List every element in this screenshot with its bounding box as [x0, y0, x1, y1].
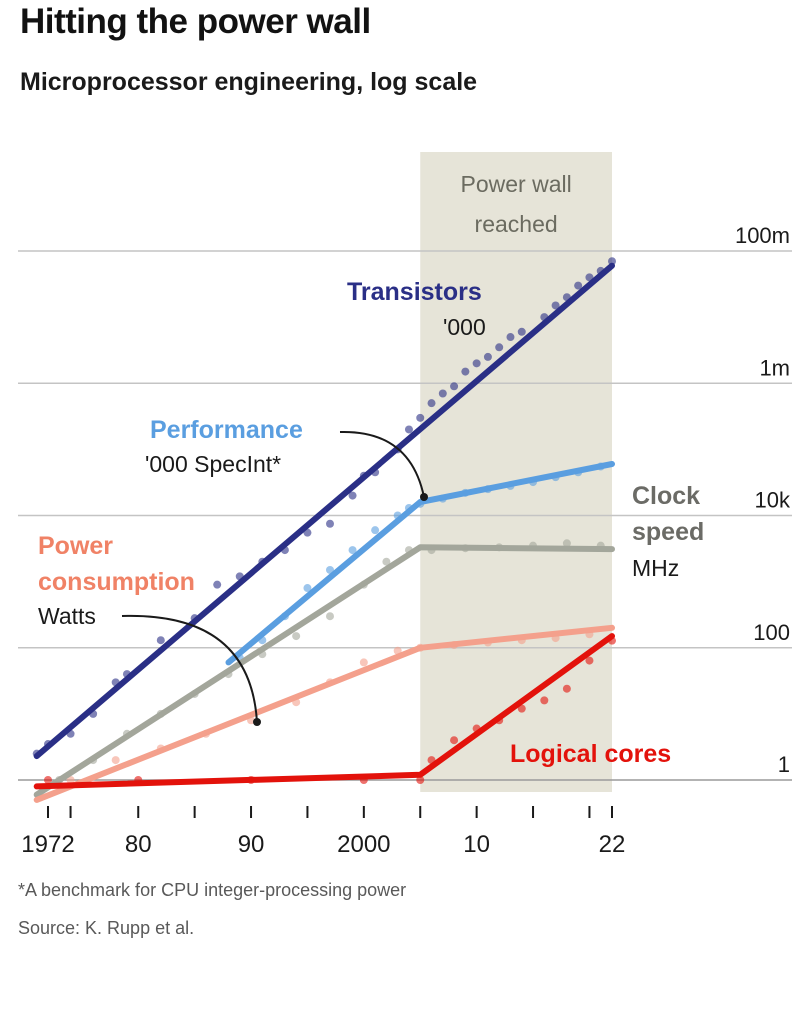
performance-leader-dot — [420, 493, 428, 501]
transistors-point — [438, 389, 447, 398]
transistors-point — [450, 382, 459, 391]
power-point — [66, 776, 75, 784]
transistors-point — [404, 425, 413, 434]
transistors-point — [574, 281, 583, 290]
transistors-point — [156, 636, 165, 645]
cores-point — [416, 776, 425, 784]
clock-point — [326, 612, 334, 621]
transistors-label: Transistors — [347, 278, 482, 306]
transistors-point — [517, 327, 526, 336]
power-unit: Watts — [38, 603, 96, 629]
transistors-point — [427, 399, 436, 408]
transistors-point — [472, 359, 481, 368]
cores-point — [585, 656, 594, 665]
clock-label-line1: Clock — [632, 482, 700, 510]
transistors-point — [416, 413, 425, 422]
x-tick-label: 10 — [463, 831, 490, 858]
transistors-unit: '000 — [443, 314, 486, 340]
transistors-point — [348, 491, 357, 500]
y-tick-label: 1 — [778, 752, 790, 777]
performance-point — [303, 584, 312, 593]
transistors-point — [608, 257, 616, 266]
transistors-point — [551, 301, 560, 310]
power-leader-line — [121, 614, 258, 723]
x-tick-label: 1972 — [21, 831, 74, 858]
x-tick-label: 90 — [238, 831, 265, 858]
footnote: *A benchmark for CPU integer-processing … — [18, 880, 407, 900]
performance-trend-line — [225, 461, 615, 666]
cores-point — [562, 684, 571, 693]
x-tick-label: 22 — [599, 831, 626, 858]
cores-point — [450, 736, 459, 745]
power-point — [359, 658, 368, 667]
power-wall-label-line1: Power wall — [461, 171, 572, 197]
y-tick-labels: 1 100 10k 1m 100m — [735, 223, 791, 777]
transistors-trend-line — [33, 262, 615, 760]
clock-trend-line — [33, 544, 615, 798]
performance-leader-line — [339, 430, 425, 498]
y-tick-label: 10k — [755, 488, 791, 513]
x-axis: 1972 80 90 2000 10 22 — [21, 806, 625, 858]
clock-point — [292, 632, 301, 641]
y-tick-label: 100 — [753, 620, 790, 645]
cores-point — [44, 776, 52, 784]
power-point — [111, 756, 120, 765]
y-tick-label: 1m — [759, 355, 790, 380]
cores-point — [540, 696, 549, 705]
clock-point — [562, 539, 571, 548]
cores-trend-line — [33, 633, 615, 790]
transistors-point — [506, 333, 515, 342]
transistors-point — [326, 519, 334, 528]
source-note: Source: K. Rupp et al. — [18, 918, 195, 938]
chart-subtitle: Microprocessor engineering, log scale — [20, 68, 478, 96]
y-tick-label: 100m — [735, 223, 790, 248]
power-wall-label-line2: reached — [475, 211, 558, 237]
cores-point — [517, 704, 526, 713]
transistors-point — [495, 343, 504, 352]
performance-unit: '000 SpecInt* — [145, 451, 281, 477]
cores-label: Logical cores — [510, 740, 671, 768]
trend-lines — [33, 262, 615, 803]
power-leader-dot — [253, 718, 261, 726]
chart-svg: Power wall reached 1 100 10k 1m 100m 1972 80 9… — [18, 152, 792, 858]
x-tick-label: 80 — [125, 831, 152, 858]
clock-point — [382, 557, 391, 566]
transistors-point — [461, 367, 470, 376]
performance-point — [371, 526, 380, 535]
chart-title: Hitting the power wall — [20, 2, 371, 41]
performance-point — [348, 546, 357, 555]
power-trend-line — [33, 624, 615, 803]
power-label-line1: Power — [38, 532, 113, 560]
clock-label-line2: speed — [632, 518, 704, 546]
clock-unit: MHz — [632, 555, 679, 581]
x-tick-label: 2000 — [337, 831, 390, 858]
performance-label: Performance — [150, 416, 303, 444]
transistors-point — [213, 580, 222, 589]
transistors-point — [483, 352, 492, 361]
power-label-line2: consumption — [38, 568, 195, 596]
